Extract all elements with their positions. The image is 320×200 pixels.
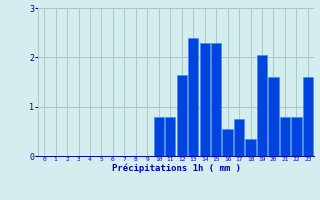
Bar xyxy=(177,75,187,156)
Bar xyxy=(280,117,290,156)
Bar xyxy=(245,139,256,156)
Bar xyxy=(234,119,244,156)
Bar xyxy=(303,77,313,156)
Bar xyxy=(199,43,210,156)
Bar xyxy=(165,117,175,156)
Bar xyxy=(154,117,164,156)
Bar xyxy=(291,117,301,156)
Bar xyxy=(257,55,267,156)
Bar xyxy=(211,43,221,156)
Bar xyxy=(188,38,198,156)
Bar xyxy=(222,129,233,156)
X-axis label: Précipitations 1h ( mm ): Précipitations 1h ( mm ) xyxy=(111,163,241,173)
Bar xyxy=(268,77,279,156)
